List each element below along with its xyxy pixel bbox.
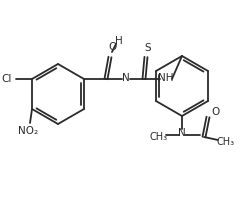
Text: O: O: [212, 107, 220, 117]
Text: O: O: [109, 42, 117, 52]
Text: N: N: [122, 73, 130, 83]
Text: CH₃: CH₃: [150, 132, 168, 142]
Text: S: S: [145, 43, 151, 53]
Text: N: N: [178, 128, 186, 138]
Text: Cl: Cl: [2, 74, 12, 84]
Text: CH₃: CH₃: [217, 137, 235, 147]
Text: H: H: [115, 36, 123, 46]
Text: NO₂: NO₂: [18, 126, 38, 136]
Text: NH: NH: [158, 73, 174, 83]
